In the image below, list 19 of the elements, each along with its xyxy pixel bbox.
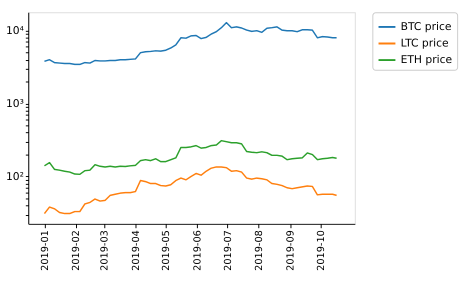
x-tick-label: 2019-06 [192,230,204,271]
x-tick-label: 2019-03 [100,230,110,271]
line-series [44,166,338,214]
y-tick-label: 10⁴ [6,24,24,38]
x-tick-label: 2019-02 [71,230,82,271]
y-tick-label: 10² [6,170,24,183]
legend-label: BTC price [400,20,452,33]
x-tick-label: 2019-01 [40,230,51,271]
line-series [44,140,338,176]
x-tick-label: 2019-09 [286,230,297,271]
x-tick-label: 2019-07 [222,230,234,271]
legend-label: LTC price [400,36,450,50]
legend-label: ETH price [400,52,452,66]
y-tick-label: 10³ [6,97,24,110]
x-tick-label: 2019-08 [254,230,266,271]
x-tick-label: 2019-04 [130,230,142,271]
x-tick-label: 2019-10 [316,230,327,271]
line-series [44,22,338,66]
x-tick-label: 2019-05 [161,230,172,271]
